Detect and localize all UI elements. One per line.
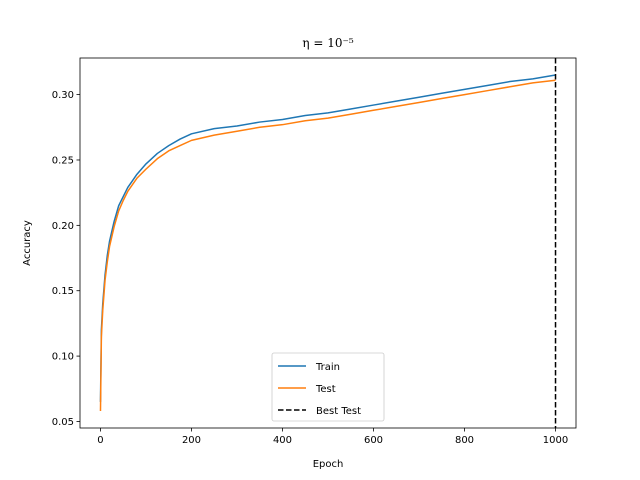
y-tick-label: 0.30 bbox=[52, 90, 74, 101]
series-train-line bbox=[99, 74, 556, 402]
legend-label-test: Test bbox=[315, 384, 336, 395]
legend-label-train: Train bbox=[315, 362, 340, 373]
y-axis-label: Accuracy bbox=[22, 220, 33, 266]
y-tick-label: 0.05 bbox=[52, 417, 74, 428]
series-layer bbox=[99, 58, 557, 428]
legend-label-best-test: Best Test bbox=[316, 406, 361, 417]
x-tick-label: 200 bbox=[182, 435, 201, 446]
chart-title: η = 10⁻⁵ bbox=[302, 36, 353, 50]
x-tick-label: 1000 bbox=[543, 435, 568, 446]
axes-layer: 0 200 400 600 800 1000 0.05 0.10 0.15 0.20 0.25 0.3… bbox=[52, 57, 577, 446]
plot-frame bbox=[79, 57, 577, 429]
x-tick-label: 600 bbox=[364, 435, 383, 446]
y-tick-label: 0.15 bbox=[52, 286, 74, 297]
x-tick-label: 0 bbox=[97, 435, 103, 446]
x-tick-label: 400 bbox=[273, 435, 292, 446]
y-tick-label: 0.20 bbox=[52, 221, 74, 232]
x-axis-label: Epoch bbox=[313, 459, 344, 470]
x-tick-label: 800 bbox=[455, 435, 474, 446]
y-tick-label: 0.10 bbox=[52, 352, 74, 363]
legend-box bbox=[271, 352, 385, 422]
y-tick-label: 0.25 bbox=[52, 155, 74, 166]
series-test-line bbox=[99, 79, 556, 412]
legend: Train Test Best Test bbox=[271, 352, 385, 422]
